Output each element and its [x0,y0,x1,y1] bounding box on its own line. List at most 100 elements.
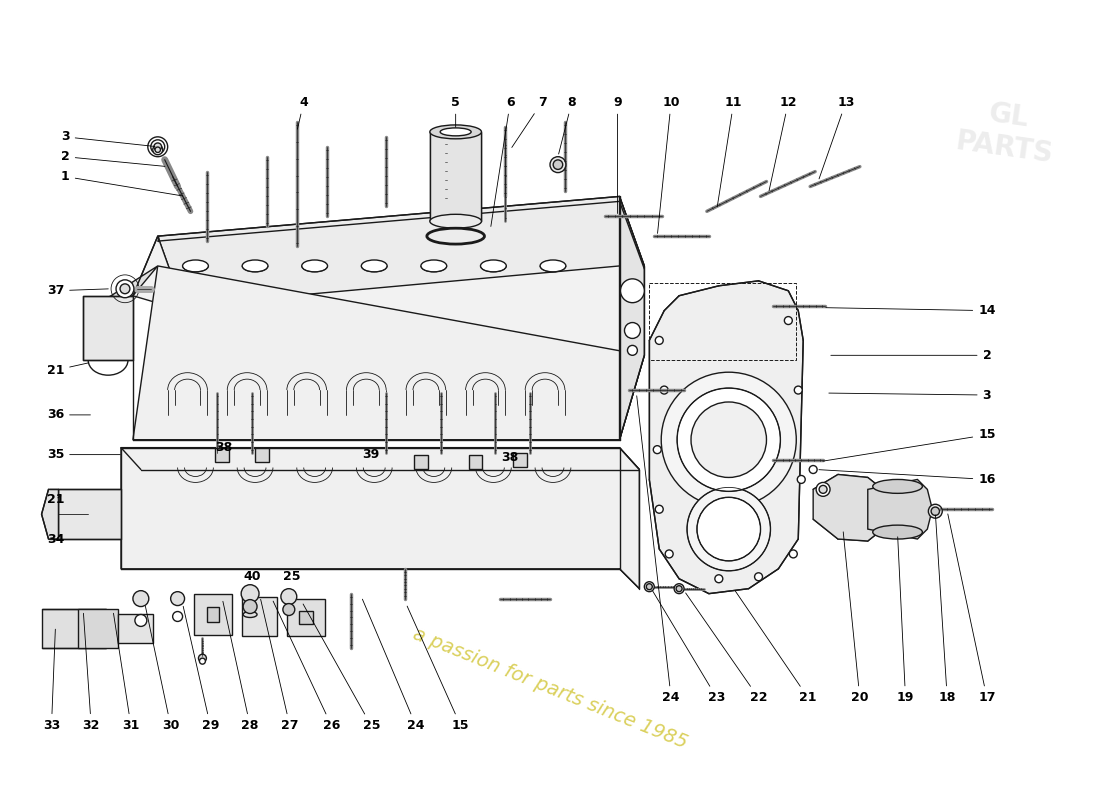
Bar [469,454,483,469]
Polygon shape [619,197,645,440]
Text: 2: 2 [830,349,991,362]
Ellipse shape [430,125,482,139]
Polygon shape [157,197,645,306]
Circle shape [550,157,565,173]
Circle shape [553,160,563,170]
Ellipse shape [430,214,482,228]
Bar [208,606,219,622]
Bar [195,594,232,635]
Bar [118,614,153,643]
Ellipse shape [242,260,268,272]
Ellipse shape [421,260,447,272]
Text: 28: 28 [223,602,258,732]
Polygon shape [58,490,121,539]
Polygon shape [121,448,639,470]
Circle shape [133,590,148,606]
Circle shape [116,280,134,298]
Text: 12: 12 [769,95,798,190]
Text: 33: 33 [43,629,60,732]
Text: 3: 3 [828,389,991,402]
Text: 21: 21 [46,363,88,377]
Text: 40: 40 [243,570,261,583]
Text: 16: 16 [818,470,996,486]
Text: 21: 21 [735,591,817,705]
Ellipse shape [481,260,506,272]
Polygon shape [84,266,157,310]
Circle shape [697,498,760,561]
Text: 29: 29 [184,606,219,732]
Circle shape [170,592,185,606]
Circle shape [820,486,827,494]
Text: 22: 22 [685,593,768,705]
Ellipse shape [440,128,471,136]
Text: 39: 39 [363,448,379,461]
Text: 15: 15 [407,606,470,732]
Circle shape [666,550,673,558]
Bar [242,597,277,636]
Text: 2: 2 [60,150,165,166]
Bar [414,454,428,469]
Polygon shape [868,479,933,539]
Circle shape [120,284,130,294]
Text: GL
PARTS: GL PARTS [954,95,1059,169]
Circle shape [198,654,207,662]
Text: 24: 24 [637,396,680,705]
Circle shape [620,279,645,302]
Bar [216,448,229,462]
Bar [78,609,118,648]
Circle shape [794,386,802,394]
Text: 19: 19 [896,537,914,705]
Polygon shape [42,490,58,539]
Text: 20: 20 [844,532,869,705]
Text: 30: 30 [145,606,179,732]
Bar [299,610,312,625]
Circle shape [173,611,183,622]
Text: 23: 23 [652,591,726,705]
Ellipse shape [301,260,328,272]
Polygon shape [649,281,803,594]
Circle shape [676,586,682,592]
Circle shape [154,143,162,150]
Text: 14: 14 [826,304,996,317]
Text: 27: 27 [261,599,298,732]
Text: 38: 38 [502,451,519,464]
Text: 21: 21 [46,493,64,506]
Circle shape [678,388,780,491]
Text: 1: 1 [60,170,183,196]
Bar [514,453,527,466]
Text: 9: 9 [613,95,621,214]
Circle shape [688,487,770,571]
Text: 35: 35 [47,448,120,461]
Text: 24: 24 [362,599,425,732]
Circle shape [660,386,668,394]
Circle shape [627,346,637,355]
Text: a passion for parts since 1985: a passion for parts since 1985 [410,624,690,752]
Text: 36: 36 [47,408,90,422]
Text: 26: 26 [273,601,340,732]
Bar [430,132,482,222]
Circle shape [691,402,767,478]
Polygon shape [84,296,133,360]
Text: 3: 3 [62,130,155,146]
Text: 5: 5 [451,95,460,127]
Text: 38: 38 [216,441,233,454]
Circle shape [928,504,943,518]
Circle shape [645,582,654,592]
Circle shape [625,322,640,338]
Ellipse shape [540,260,565,272]
Text: 17: 17 [948,514,996,705]
Bar [42,609,106,648]
Circle shape [931,507,939,515]
Text: 10: 10 [658,95,680,234]
Text: 15: 15 [823,428,996,461]
Circle shape [755,573,762,581]
Text: 25: 25 [283,570,300,583]
Text: 7: 7 [512,95,547,147]
Circle shape [674,584,684,594]
Circle shape [155,147,161,153]
Circle shape [784,317,792,325]
Circle shape [283,603,295,615]
Circle shape [656,506,663,514]
Circle shape [798,475,805,483]
Polygon shape [121,448,639,589]
